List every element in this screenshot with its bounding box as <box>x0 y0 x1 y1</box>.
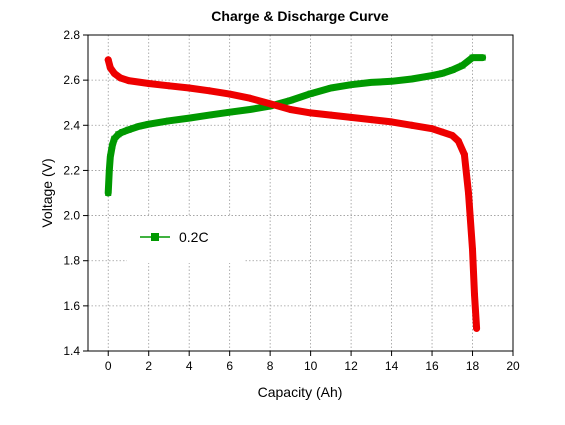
series-0-point <box>145 121 152 128</box>
x-tick-label: 12 <box>344 359 358 373</box>
series-0-point <box>125 126 132 133</box>
series-1-point <box>471 291 479 299</box>
y-tick-label: 1.4 <box>63 344 80 358</box>
series-0-point <box>348 81 355 88</box>
series-0-point <box>408 76 415 83</box>
series-1-point <box>460 151 468 159</box>
series-0-point <box>115 131 122 138</box>
series-1-point <box>124 77 132 85</box>
series-1-point <box>408 121 416 129</box>
series-1-point <box>307 109 315 117</box>
x-tick-label: 20 <box>506 359 520 373</box>
series-1-point <box>469 245 477 253</box>
series-1-point <box>145 80 153 88</box>
series-1-point <box>110 69 118 77</box>
y-tick-label: 1.8 <box>63 254 80 268</box>
series-0-point <box>206 112 213 119</box>
x-tick-label: 10 <box>304 359 318 373</box>
series-1-point <box>266 100 274 108</box>
series-1-point <box>327 111 335 119</box>
series-1-point <box>165 82 173 90</box>
series-1-point <box>226 90 234 98</box>
y-tick-label: 2.4 <box>63 118 80 132</box>
series-1-point <box>104 56 112 64</box>
series-1-point <box>185 84 193 92</box>
ticks: 0 2 4 6 8 10 12 14 16 18 20 1.4 1.6 1.8 2.0 2.2 2.4 2.6 2.… <box>63 28 520 373</box>
series-0-point <box>479 54 486 61</box>
legend-marker <box>151 233 159 241</box>
series-0-point <box>287 97 294 104</box>
series-0-point <box>165 117 172 124</box>
series-0-point <box>439 70 446 77</box>
series-0-point <box>107 153 114 160</box>
y-axis-label: Voltage (V) <box>39 158 55 227</box>
series-0-point <box>327 85 334 92</box>
series-1-point <box>428 125 436 133</box>
series-1-point <box>286 105 294 113</box>
x-tick-label: 18 <box>466 359 480 373</box>
y-tick-label: 2.6 <box>63 73 80 87</box>
series-0-point <box>449 66 456 73</box>
series-1-point <box>473 324 481 332</box>
series-0-point <box>119 129 126 136</box>
x-tick-label: 4 <box>186 359 193 373</box>
series-1-point <box>388 118 396 126</box>
series-1-point <box>454 137 462 145</box>
series-1-point <box>448 131 456 139</box>
series-0-point <box>459 62 466 69</box>
series-0-point <box>226 109 233 116</box>
x-tick-label: 8 <box>267 359 274 373</box>
series-0-point <box>368 79 375 86</box>
x-tick-label: 6 <box>226 359 233 373</box>
series-1-point <box>116 74 124 82</box>
series-0-point <box>109 142 116 149</box>
series-1-point <box>246 94 254 102</box>
series-0-point <box>186 115 193 122</box>
series-layer <box>104 54 487 332</box>
series-1-point <box>106 64 114 72</box>
y-tick-label: 2.0 <box>63 209 80 223</box>
x-tick-label: 16 <box>425 359 439 373</box>
series-0-point <box>246 106 253 113</box>
series-1-point <box>438 128 446 136</box>
legend-label: 0.2C <box>179 229 209 245</box>
x-tick-label: 14 <box>385 359 399 373</box>
x-tick-label: 2 <box>145 359 152 373</box>
series-0-point <box>111 135 118 142</box>
legend-box <box>127 217 245 263</box>
series-line-1 <box>104 56 481 332</box>
series-1-point <box>205 87 213 95</box>
series-1-point <box>367 116 375 124</box>
x-axis-label: Capacity (Ah) <box>258 384 343 400</box>
series-0-point <box>135 123 142 130</box>
series-0-point <box>429 72 436 79</box>
y-tick-label: 2.2 <box>63 163 80 177</box>
series-1-point <box>347 113 355 121</box>
series-0-point <box>105 190 112 196</box>
plot-frame <box>87 34 514 352</box>
y-tick-label: 2.8 <box>63 28 80 42</box>
series-0-point <box>469 54 476 61</box>
series-0-point <box>388 78 395 85</box>
series-1-point <box>464 189 472 197</box>
series-0-point <box>307 90 314 97</box>
x-tick-label: 0 <box>105 359 112 373</box>
legend: 0.2C <box>127 217 245 263</box>
y-tick-label: 1.6 <box>63 299 80 313</box>
series-0-point <box>106 167 113 174</box>
chart-title: Charge & Discharge Curve <box>211 8 389 24</box>
